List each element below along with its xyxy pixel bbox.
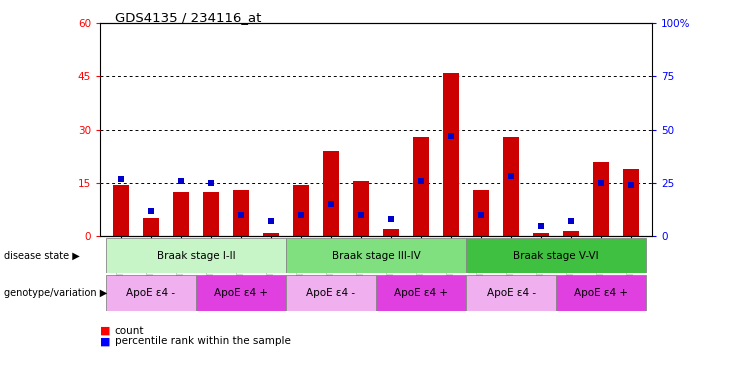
Point — [445, 133, 457, 139]
Text: ■: ■ — [100, 326, 110, 336]
Bar — [286, 275, 376, 311]
Point — [115, 175, 127, 182]
Point — [235, 212, 247, 218]
Text: GDS4135 / 234116_at: GDS4135 / 234116_at — [115, 12, 262, 25]
Text: ApoE ε4 -: ApoE ε4 - — [127, 288, 176, 298]
Bar — [556, 275, 646, 311]
Bar — [466, 275, 556, 311]
Text: Braak stage I-II: Braak stage I-II — [157, 251, 236, 261]
Point — [355, 212, 367, 218]
Point — [325, 201, 337, 207]
Text: ■: ■ — [100, 336, 110, 346]
Text: ApoE ε4 +: ApoE ε4 + — [574, 288, 628, 298]
Point — [475, 212, 487, 218]
Bar — [143, 218, 159, 236]
Text: percentile rank within the sample: percentile rank within the sample — [115, 336, 290, 346]
Bar — [623, 169, 639, 236]
Bar — [376, 275, 466, 311]
Point — [205, 180, 217, 186]
Text: ApoE ε4 +: ApoE ε4 + — [214, 288, 268, 298]
Bar — [466, 238, 646, 273]
Point — [535, 222, 547, 228]
Bar — [323, 151, 339, 236]
Text: ApoE ε4 -: ApoE ε4 - — [487, 288, 536, 298]
Bar — [106, 275, 196, 311]
Point — [385, 216, 397, 222]
Point — [565, 218, 577, 224]
Bar — [413, 137, 429, 236]
Bar — [233, 190, 249, 236]
Point — [415, 178, 427, 184]
Point — [175, 178, 187, 184]
Bar — [173, 192, 189, 236]
Bar — [196, 275, 286, 311]
Point — [625, 182, 637, 188]
Bar — [593, 162, 609, 236]
Text: disease state ▶: disease state ▶ — [4, 251, 79, 261]
Bar — [533, 233, 549, 236]
Bar — [563, 231, 579, 236]
Bar — [473, 190, 489, 236]
Bar — [286, 238, 466, 273]
Bar — [113, 185, 129, 236]
Bar — [106, 238, 286, 273]
Text: ApoE ε4 -: ApoE ε4 - — [307, 288, 356, 298]
Bar — [443, 73, 459, 236]
Text: Braak stage V-VI: Braak stage V-VI — [514, 251, 599, 261]
Bar — [293, 185, 309, 236]
Point — [145, 207, 157, 214]
Text: ApoE ε4 +: ApoE ε4 + — [394, 288, 448, 298]
Point — [595, 180, 607, 186]
Text: count: count — [115, 326, 144, 336]
Bar — [353, 181, 369, 236]
Bar — [503, 137, 519, 236]
Point — [295, 212, 307, 218]
Bar — [203, 192, 219, 236]
Bar — [383, 229, 399, 236]
Point — [505, 174, 517, 180]
Text: Braak stage III-IV: Braak stage III-IV — [332, 251, 420, 261]
Text: genotype/variation ▶: genotype/variation ▶ — [4, 288, 107, 298]
Bar — [263, 233, 279, 236]
Point — [265, 218, 277, 224]
